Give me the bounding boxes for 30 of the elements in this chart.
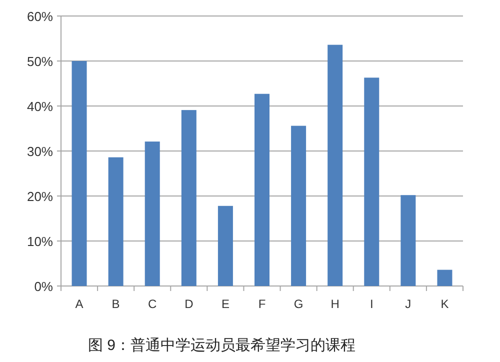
caption: 图 9：普通中学运动员最希望学习的课程 — [88, 337, 356, 354]
x-tick-label: H — [330, 297, 340, 311]
x-tick-label: K — [440, 297, 449, 311]
y-tick-label: 60% — [26, 9, 54, 24]
bar — [144, 142, 160, 286]
bar — [218, 206, 233, 286]
x-tick-label: G — [294, 297, 304, 311]
x-tick-label: F — [258, 297, 266, 311]
x-tick-label: I — [370, 297, 374, 311]
y-tick-label: 50% — [26, 54, 54, 69]
bar — [328, 44, 343, 286]
x-tick-label: D — [184, 297, 194, 311]
x-tick-label: A — [75, 297, 84, 311]
x-tick-label: B — [112, 297, 120, 311]
x-tick-label: E — [221, 297, 230, 311]
y-tick-label: 40% — [26, 99, 54, 114]
bar — [254, 94, 270, 286]
bar — [400, 195, 416, 286]
y-tick-label: 20% — [26, 189, 54, 204]
bar — [364, 78, 380, 286]
bar — [291, 126, 306, 286]
x-tick-label: J — [405, 297, 412, 311]
y-tick-label: 30% — [26, 144, 54, 159]
bar — [108, 157, 124, 286]
bar — [437, 270, 452, 286]
bar — [181, 110, 196, 286]
y-tick-label: 0% — [34, 279, 54, 294]
x-tick-label: C — [148, 297, 158, 311]
bar — [72, 61, 87, 286]
y-tick-label: 10% — [26, 234, 54, 249]
